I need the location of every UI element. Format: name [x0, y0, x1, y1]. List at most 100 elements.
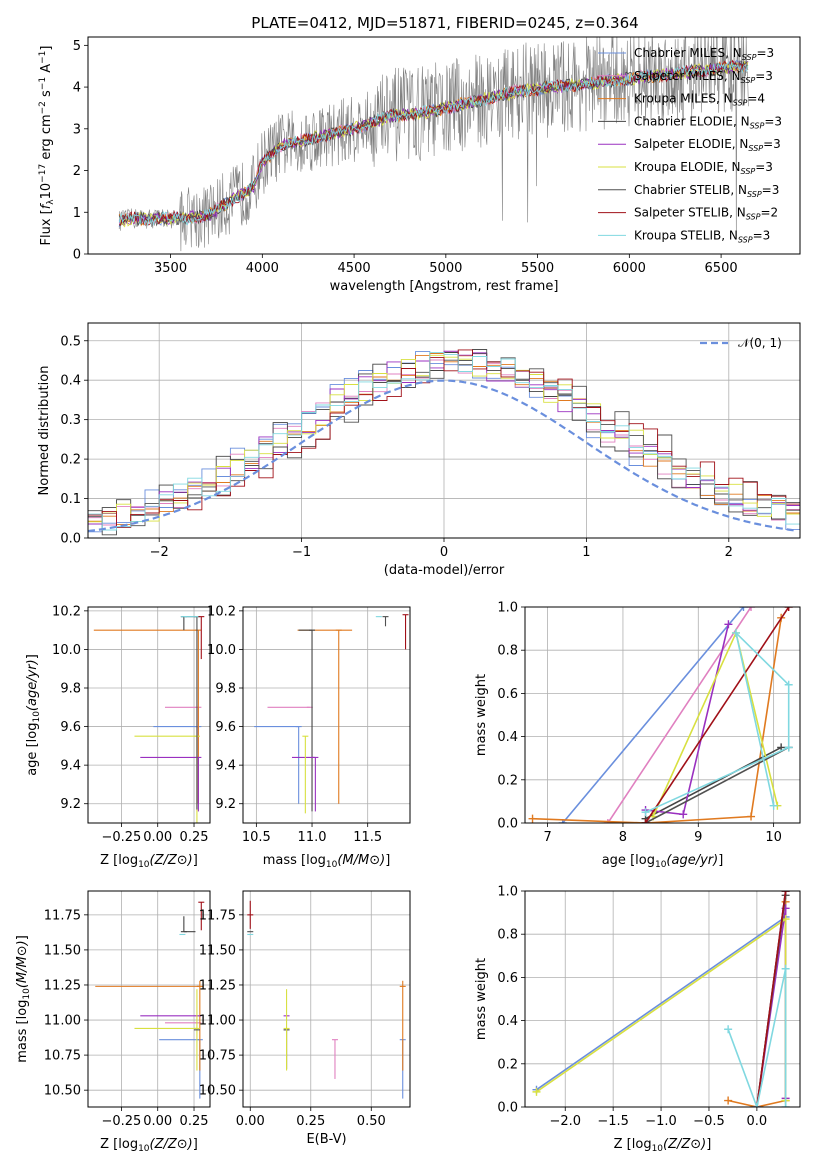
mass-weight-marker [781, 964, 790, 973]
x-tick-label: 7 [543, 830, 551, 845]
x-axis-label: (data-model)/error [384, 563, 505, 578]
y-tick-label: 9.6 [60, 720, 81, 735]
x-tick-label: 0 [440, 545, 448, 560]
errorbar-point [180, 916, 196, 933]
errorbar-point [298, 629, 316, 812]
residual-histogram [88, 349, 800, 528]
mass-vs-Z-axes: −0.25 0.00 0.25 10.50 10.75 11.00 11.25 11.50 11… [15, 890, 211, 1154]
residual-histogram [88, 354, 800, 523]
y-tick-label: 0.4 [497, 730, 518, 745]
x-axis-label: wavelength [Angstrom, rest frame] [330, 279, 559, 294]
mass-weight-marker [724, 1096, 733, 1105]
legend-entry: Kroupa ELODIE, NSSP=3 [634, 160, 773, 176]
x-tick-label: −1.5 [597, 1114, 629, 1129]
mass-weight-marker [747, 607, 756, 611]
y-tick-label: 10.0 [52, 643, 81, 658]
y-tick-label: 11.25 [199, 978, 236, 993]
axis-label: mass [log10(M/M⊙)] [263, 853, 391, 870]
x-tick-label: 9 [694, 830, 702, 845]
y-tick-label: 10.2 [52, 604, 81, 619]
legend-entry: Salpeter STELIB, NSSP=2 [634, 206, 778, 222]
mass-weight-marker [781, 891, 790, 895]
mass-weight-marker [752, 1103, 761, 1107]
y-tick-label: 10.2 [207, 604, 236, 619]
x-tick-label: 0.50 [357, 1114, 386, 1129]
x-tick-label: 0.00 [143, 830, 172, 845]
y-tick-label: 11.75 [44, 908, 81, 923]
age-vs-Z-axes: −0.25 0.00 0.25 9.2 9.4 9.6 9.8 10.0 10.2 Z [log1… [25, 604, 211, 870]
x-tick-label: −0.25 [101, 830, 141, 845]
y-tick-label: 0.6 [497, 971, 518, 986]
errorbar-point [331, 1039, 338, 1079]
y-tick-label: 3 [73, 122, 81, 137]
model-spectrum-line [118, 60, 749, 228]
mass-vs-ebv-axes: 0.00 0.25 0.50 10.50 10.75 11.00 11.25 11.50 11.… [199, 890, 411, 1147]
mass-weight-marker [739, 607, 748, 611]
mass-weight-marker [747, 812, 756, 821]
mass-weight-marker [781, 1103, 790, 1107]
errorbar-point [291, 756, 319, 812]
y-tick-label: 9.4 [60, 759, 81, 774]
errorbar-point [185, 616, 200, 810]
y-tick-label: 10.75 [199, 1049, 236, 1064]
y-tick-label: 0.5 [60, 334, 81, 349]
errorbar-point [382, 616, 389, 627]
errorbar-point [283, 989, 290, 1071]
x-tick-label: 5500 [521, 261, 554, 276]
mass-weight-marker [769, 801, 778, 810]
figure-title: PLATE=0412, MJD=51871, FIBERID=0245, z=0… [251, 14, 638, 32]
y-tick-label: 0.3 [60, 413, 81, 428]
y-tick-label: 9.2 [215, 797, 236, 812]
mass-weight-marker [641, 808, 650, 817]
weight-vs-age-axes: 7 8 9 10 0.0 0.2 0.4 0.6 0.8 1.0 mass weight age [l… [474, 601, 801, 870]
spectrum-axes: 3500 4000 4500 5000 5500 6000 6500 0 1 2 3 4 5 wavele… [38, 36, 801, 294]
y-axis-label: Normed distribution [37, 366, 52, 496]
y-tick-label: 0.0 [497, 1101, 518, 1116]
spectrum-plot-area [118, 37, 749, 252]
y-tick-label: 0.2 [497, 1057, 518, 1072]
errorbar-point [402, 614, 409, 650]
mass-weight-line [607, 607, 752, 823]
y-tick-label: 9.8 [215, 682, 236, 697]
y-tick-label: 0.8 [497, 644, 518, 659]
x-tick-label: 11.0 [298, 830, 327, 845]
mass-vs-ebv-plot-area [247, 900, 406, 1099]
mass-weight-marker [784, 607, 793, 611]
model-spectrum-line [118, 61, 749, 226]
axis-label: Z [log10(Z/Z⊙)] [614, 1137, 712, 1154]
mass-weight-marker [724, 1025, 733, 1034]
y-tick-label: 11.50 [44, 943, 81, 958]
axis-label: Z [log10(Z/Z⊙)] [100, 1137, 198, 1154]
y-tick-label: 11.75 [199, 908, 236, 923]
x-tick-label: 4000 [246, 261, 279, 276]
x-tick-label: 6500 [705, 261, 738, 276]
weight-vs-Z-plot-area [532, 891, 790, 1107]
model-spectrum-line [119, 59, 749, 226]
y-tick-label: 11.00 [199, 1014, 236, 1029]
mass-weight-marker [724, 620, 733, 629]
y-tick-label: 0.4 [497, 1014, 518, 1029]
y-tick-label: 0.1 [60, 492, 81, 507]
errorbar-point [399, 980, 406, 1071]
x-tick-label: 11.5 [353, 830, 382, 845]
errorbar-point [134, 735, 200, 823]
axis-label: age [log10(age/yr)] [25, 654, 42, 776]
residuals-plot-area [88, 349, 800, 536]
axis-label: mass [log10(M/M⊙)] [15, 935, 32, 1063]
age-vs-Z-frame [87, 606, 211, 824]
y-tick-label: 0 [73, 248, 81, 263]
x-tick-label: −1.0 [645, 1114, 677, 1129]
mass-weight-line [644, 607, 790, 823]
weight-vs-age-plot-area [528, 607, 793, 823]
x-tick-label: 10.5 [242, 830, 271, 845]
errorbar-point [198, 901, 205, 931]
mass-vs-Z-frame [87, 890, 211, 1108]
y-tick-label: 0.0 [497, 817, 518, 832]
spectrum-frame [87, 36, 801, 255]
y-axis-label: Flux [fλ10−17 erg cm−2 s−1 A−1] [38, 46, 56, 246]
x-tick-label: 5000 [429, 261, 462, 276]
x-tick-label: 2 [725, 545, 733, 560]
y-tick-label: 11.00 [44, 1014, 81, 1029]
mass-weight-line [532, 617, 782, 823]
y-tick-label: 0.6 [497, 687, 518, 702]
